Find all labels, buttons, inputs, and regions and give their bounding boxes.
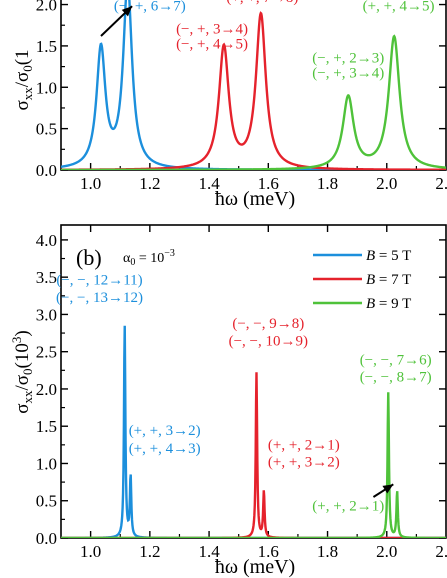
transition-label: (−, −, 7→6) xyxy=(360,352,432,368)
panel-b-annotations: (−, −, 12→11)(−, −, 13→12) (−, −, 9→8) (−,… xyxy=(56,273,432,515)
x-tick-label: 1.6 xyxy=(258,174,279,193)
panel-b-panel-label: (b) xyxy=(76,245,102,270)
panel-b-ylabel-sub: xx xyxy=(20,390,35,404)
transition-label: (−, +, 3→4) xyxy=(176,22,248,38)
legend-label: B = 5 T xyxy=(366,248,411,264)
panel-a-ylabel-den: /σ xyxy=(12,72,33,88)
x-tick-label: 1.4 xyxy=(198,542,220,561)
y-tick-label: 0.0 xyxy=(36,529,57,548)
y-tick-label: 3.5 xyxy=(36,268,57,287)
x-tick-label: 1.6 xyxy=(258,542,279,561)
arrow-head xyxy=(382,484,394,494)
series-line-green xyxy=(61,34,446,170)
transition-label: (+, +, 3→2) xyxy=(268,454,340,470)
panel-a-ylabel-tail: (1 xyxy=(12,49,33,65)
panel-b-y-axis-label: σxx/σ0(103) xyxy=(9,330,35,413)
y-tick-label: 1.0 xyxy=(36,78,57,97)
panel-a-ylabel-sigma: σ xyxy=(12,100,33,110)
x-tick-label: 2.0 xyxy=(376,174,397,193)
panel-a-ylabel-sub: xx xyxy=(20,87,35,101)
legend-label: B = 7 T xyxy=(366,272,411,288)
x-tick-label: 2.2 xyxy=(435,174,447,193)
transition-label: (+, +, 7→8) xyxy=(226,0,298,6)
y-tick-label: 2.0 xyxy=(36,0,57,15)
y-tick-label: 0.5 xyxy=(36,492,57,511)
panel-b-ylabel-tail: (10 xyxy=(12,343,33,368)
arrow-head xyxy=(121,6,133,17)
series-line-green xyxy=(61,392,446,538)
panel-b-alpha-value: = 10 xyxy=(135,251,164,266)
x-tick-label: 1.0 xyxy=(80,542,101,561)
y-tick-label: 2.5 xyxy=(36,343,57,362)
transition-label: (+, +, 4→5) xyxy=(363,0,435,14)
panel-b-alpha-symbol: α xyxy=(123,251,131,266)
transition-label: (−, +, 6→7) xyxy=(114,0,186,14)
transition-label: (+, +, 4→3) xyxy=(129,441,201,457)
panel-b-alpha-exp: −3 xyxy=(164,248,175,259)
transition-label: (−, −, 12→11) xyxy=(56,273,142,289)
transition-label: (+, +, 2→1) xyxy=(312,498,384,514)
panel-b-legend: B = 5 T B = 7 T B = 9 T xyxy=(313,248,411,312)
x-tick-label: 1.2 xyxy=(139,174,160,193)
x-tick-label: 1.2 xyxy=(139,542,160,561)
panel-b-x-axis-label: ħω (meV) xyxy=(215,556,295,578)
transition-label: (−, −, 9→8) xyxy=(232,316,304,332)
panel-a-ylabel-den-sub: 0 xyxy=(20,65,35,72)
panel-b-ylabel-den-sub: 0 xyxy=(20,368,35,375)
y-tick-label: 2.0 xyxy=(36,380,57,399)
panel-a-x-axis-label: ħω (meV) xyxy=(215,188,295,210)
y-tick-label: 3.0 xyxy=(36,305,57,324)
transition-label: (−, −, 13→12) xyxy=(56,290,143,306)
y-tick-label: 0.0 xyxy=(36,161,57,180)
transition-label: (−, −, 8→7) xyxy=(360,370,432,386)
panel-a-ticks: 1.0 1.2 1.4 1.6 1.8 2.0 2.2 0.0 0.5 1.0 1.5 2.0 xyxy=(36,0,447,193)
panel-b: 1.0 1.2 1.4 1.6 1.8 2.0 2.2 0.0 0.5 1.0 1.5 2.0 2.5 3… xyxy=(9,224,447,578)
y-tick-label: 0.5 xyxy=(36,120,57,139)
legend-label: B = 9 T xyxy=(366,296,411,312)
panel-b-curves xyxy=(61,325,446,538)
panel-b-ylabel-sigma: σ xyxy=(12,403,33,413)
y-tick-label: 1.0 xyxy=(36,454,57,473)
x-tick-label: 2.2 xyxy=(435,542,447,561)
panel-b-ylabel-den: /σ xyxy=(12,375,33,391)
transition-label: (+, +, 3→2) xyxy=(129,423,201,439)
panel-b-ticks: 1.0 1.2 1.4 1.6 1.8 2.0 2.2 0.0 0.5 1.0 1.5 2.0 2.5 3… xyxy=(36,225,447,561)
transition-label: (−, +, 4→5) xyxy=(176,36,248,52)
transition-label: (−, +, 2→3) xyxy=(312,50,384,66)
y-tick-label: 1.5 xyxy=(36,37,57,56)
transition-label: (+, +, 2→1) xyxy=(268,437,340,453)
x-tick-label: 1.8 xyxy=(317,542,338,561)
panel-b-alpha-label: α0 = 10−3 xyxy=(123,248,175,268)
panel-a-annotations: (−, +, 5→6)(−, +, 6→7)(+, +, 6→7)(+, +, … xyxy=(100,0,435,81)
x-tick-label: 2.0 xyxy=(376,542,397,561)
x-tick-label: 1.0 xyxy=(80,174,101,193)
panel-a: 1.0 1.2 1.4 1.6 1.8 2.0 2.2 0.0 0.5 1.0 1.5 2.0 (−,… xyxy=(12,0,447,210)
panel-a-curves xyxy=(61,0,446,170)
panel-b-ylabel-exp: 3 xyxy=(9,337,24,344)
transition-label: (−, −, 10→9) xyxy=(229,334,308,350)
panel-b-ylabel-close: ) xyxy=(12,330,33,336)
panel-b-alpha-sub: 0 xyxy=(130,257,135,268)
x-tick-label: 1.4 xyxy=(198,174,220,193)
y-tick-label: 4.0 xyxy=(36,231,57,250)
x-tick-label: 1.8 xyxy=(317,174,338,193)
panel-a-y-axis-label: σxx/σ0(1 xyxy=(12,49,35,110)
y-tick-label: 1.5 xyxy=(36,417,57,436)
transition-label: (−, +, 3→4) xyxy=(312,65,384,81)
